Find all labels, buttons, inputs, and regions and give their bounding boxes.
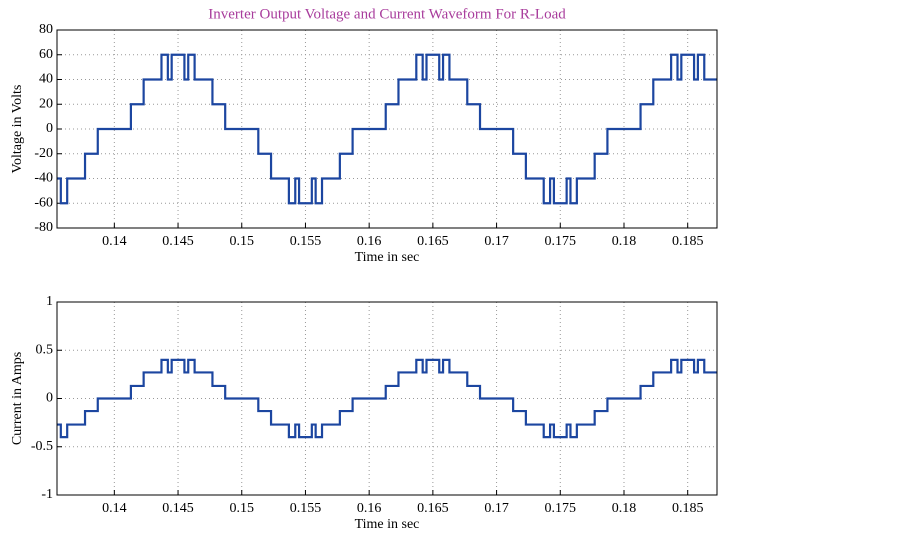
x-tick-label: 0.155 — [290, 234, 322, 249]
plot-frame — [56, 29, 718, 229]
y-tick-label: 60 — [39, 47, 53, 62]
y-tick-label: -80 — [34, 220, 53, 235]
y-tick-label: -1 — [41, 487, 53, 502]
y-tick-label: -0.5 — [31, 439, 53, 454]
y-tick-label: 20 — [39, 96, 53, 111]
x-tick-label: 0.16 — [357, 501, 382, 516]
x-tick-label: 0.185 — [672, 234, 704, 249]
x-tick-label: 0.17 — [484, 234, 509, 249]
x-tick-label: 0.17 — [484, 501, 509, 516]
x-tick-label: 0.175 — [545, 234, 577, 249]
y-tick-label: -40 — [34, 171, 53, 186]
y-axis-label: Current in Amps — [10, 352, 25, 445]
x-axis-label: Time in sec — [355, 517, 420, 532]
y-axis-label: Voltage in Volts — [10, 85, 25, 174]
x-tick-label: 0.185 — [672, 501, 704, 516]
x-tick-label: 0.145 — [162, 234, 194, 249]
y-tick-label: 1 — [46, 294, 53, 309]
waveform — [57, 53, 717, 205]
x-tick-label: 0.165 — [417, 234, 449, 249]
x-tick-label: 0.175 — [545, 501, 577, 516]
y-tick-label: 80 — [39, 22, 53, 37]
waveform — [57, 358, 717, 439]
plot-frame — [56, 301, 718, 496]
y-tick-label: -60 — [34, 195, 53, 210]
x-tick-label: 0.14 — [102, 501, 127, 516]
y-tick-label: -20 — [34, 146, 53, 161]
x-tick-label: 0.18 — [612, 501, 637, 516]
x-tick-label: 0.14 — [102, 234, 127, 249]
y-tick-label: 0 — [46, 121, 53, 136]
y-tick-label: 0 — [46, 391, 53, 406]
x-tick-label: 0.145 — [162, 501, 194, 516]
x-tick-label: 0.155 — [290, 501, 322, 516]
x-tick-label: 0.165 — [417, 501, 449, 516]
x-tick-label: 0.18 — [612, 234, 637, 249]
y-tick-label: 40 — [39, 72, 53, 87]
x-axis-label: Time in sec — [355, 250, 420, 265]
x-tick-label: 0.15 — [229, 501, 254, 516]
x-tick-label: 0.15 — [229, 234, 254, 249]
chart-title: Inverter Output Voltage and Current Wave… — [208, 6, 566, 22]
x-tick-label: 0.16 — [357, 234, 382, 249]
y-tick-label: 0.5 — [36, 342, 54, 357]
